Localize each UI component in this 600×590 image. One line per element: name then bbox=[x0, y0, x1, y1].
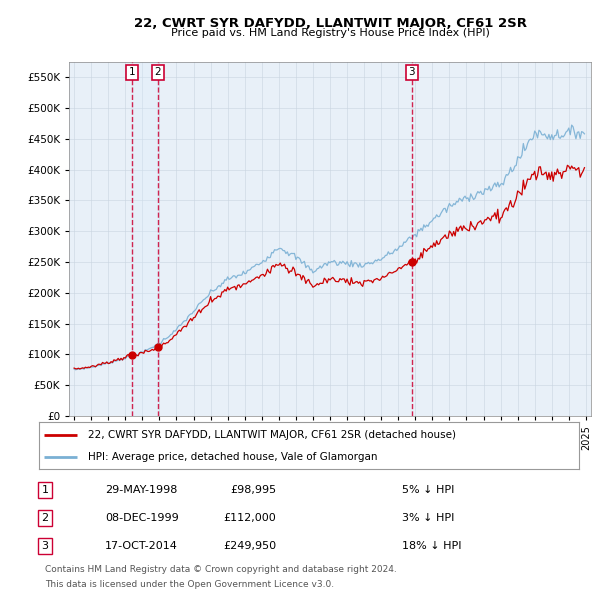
Text: 08-DEC-1999: 08-DEC-1999 bbox=[105, 513, 179, 523]
Text: This data is licensed under the Open Government Licence v3.0.: This data is licensed under the Open Gov… bbox=[45, 581, 334, 589]
Bar bbox=[132, 62, 158, 416]
Text: 3: 3 bbox=[409, 67, 415, 77]
Text: 17-OCT-2014: 17-OCT-2014 bbox=[105, 541, 178, 551]
Text: £98,995: £98,995 bbox=[230, 485, 276, 495]
Text: 3% ↓ HPI: 3% ↓ HPI bbox=[402, 513, 454, 523]
Text: £112,000: £112,000 bbox=[223, 513, 276, 523]
Text: 1: 1 bbox=[129, 67, 136, 77]
Text: 22, CWRT SYR DAFYDD, LLANTWIT MAJOR, CF61 2SR: 22, CWRT SYR DAFYDD, LLANTWIT MAJOR, CF6… bbox=[133, 17, 527, 30]
Text: HPI: Average price, detached house, Vale of Glamorgan: HPI: Average price, detached house, Vale… bbox=[88, 453, 377, 462]
Text: Contains HM Land Registry data © Crown copyright and database right 2024.: Contains HM Land Registry data © Crown c… bbox=[45, 565, 397, 575]
Text: 3: 3 bbox=[41, 541, 49, 551]
Text: 22, CWRT SYR DAFYDD, LLANTWIT MAJOR, CF61 2SR (detached house): 22, CWRT SYR DAFYDD, LLANTWIT MAJOR, CF6… bbox=[88, 430, 455, 440]
Text: 2: 2 bbox=[155, 67, 161, 77]
Text: £249,950: £249,950 bbox=[223, 541, 276, 551]
Text: 2: 2 bbox=[41, 513, 49, 523]
Text: 5% ↓ HPI: 5% ↓ HPI bbox=[402, 485, 454, 495]
Text: 18% ↓ HPI: 18% ↓ HPI bbox=[402, 541, 461, 551]
Text: Price paid vs. HM Land Registry's House Price Index (HPI): Price paid vs. HM Land Registry's House … bbox=[170, 28, 490, 38]
Text: 29-MAY-1998: 29-MAY-1998 bbox=[105, 485, 178, 495]
Text: 1: 1 bbox=[41, 485, 49, 495]
